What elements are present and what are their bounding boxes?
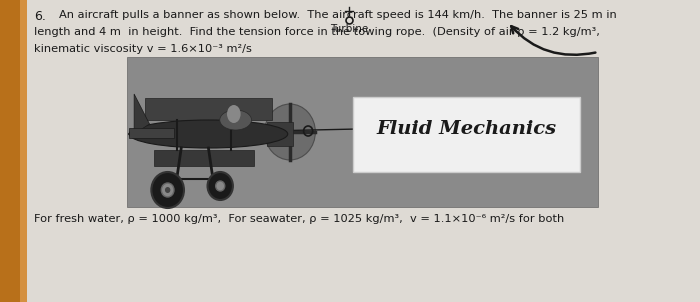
Bar (354, 97, 580, 172)
Bar (154, 150, 253, 166)
Polygon shape (134, 94, 150, 134)
Bar (20, 0, 27, 302)
Ellipse shape (227, 105, 241, 123)
Text: Turbine: Turbine (330, 24, 368, 34)
Text: length and 4 m  in height.  Find the tension force in the towing rope.  (Density: length and 4 m in height. Find the tensi… (34, 27, 601, 37)
Bar (267, 122, 293, 146)
Circle shape (151, 172, 184, 208)
Circle shape (216, 181, 225, 191)
Circle shape (207, 172, 233, 200)
Text: kinematic viscosity v = 1.6×10⁻³ m²/s: kinematic viscosity v = 1.6×10⁻³ m²/s (34, 44, 252, 54)
Circle shape (265, 104, 316, 160)
Bar (127, 57, 598, 207)
Ellipse shape (220, 110, 251, 130)
Bar (0, 0, 20, 302)
Ellipse shape (129, 120, 288, 148)
Circle shape (165, 187, 170, 193)
Text: For fresh water, ρ = 1000 kg/m³,  For seawater, ρ = 1025 kg/m³,  v = 1.1×10⁻⁶ m²: For fresh water, ρ = 1000 kg/m³, For sea… (34, 214, 565, 224)
Text: An aircraft pulls a banner as shown below.  The aircraft speed is 144 km/h.  The: An aircraft pulls a banner as shown belo… (59, 10, 617, 20)
Bar (145, 98, 272, 120)
Circle shape (161, 183, 174, 197)
Text: 6.: 6. (34, 10, 46, 23)
Bar (129, 128, 174, 138)
Text: Fluid Mechanics: Fluid Mechanics (377, 120, 556, 139)
